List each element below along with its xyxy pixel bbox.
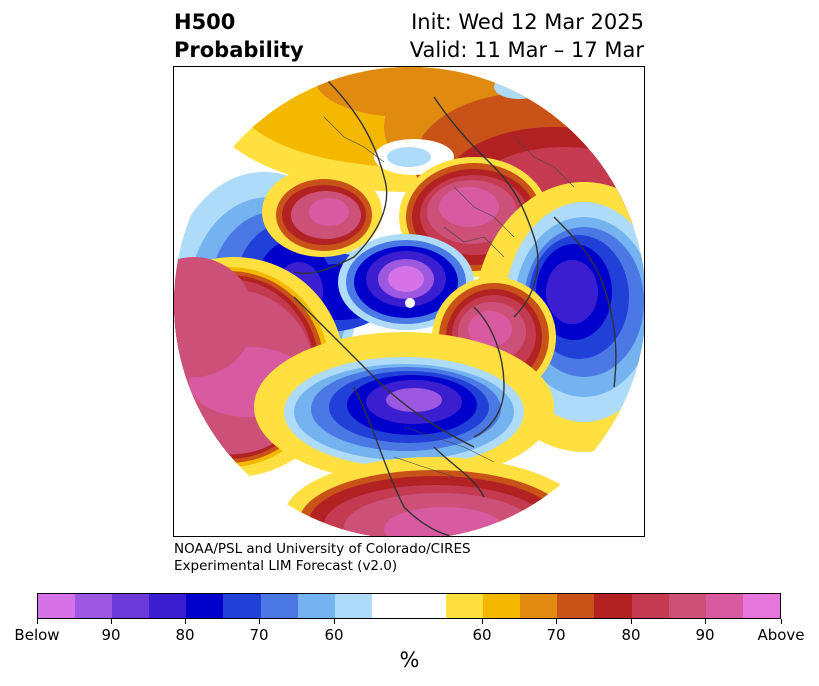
colorbar-segment [483, 594, 521, 618]
colorbar-segment [38, 594, 76, 618]
colorbar-tick-label: 80 [175, 626, 195, 644]
positive-anomaly-siberia [262, 167, 382, 257]
colorbar-tick-label: 60 [324, 626, 344, 644]
colorbar-tick-mark [482, 619, 483, 624]
valid-range: Valid: 11 Mar – 17 Mar [409, 38, 644, 62]
colorbar-segment [371, 594, 447, 618]
colorbar-tick-label: Below [14, 626, 60, 644]
probability-map [173, 66, 645, 537]
title-quantity: Probability [174, 38, 304, 62]
colorbar-tick-label: 90 [695, 626, 715, 644]
negative-anomaly-pole [338, 234, 474, 330]
credit-line-2: Experimental LIM Forecast (v2.0) [174, 558, 398, 574]
colorbar-tick-mark [781, 619, 782, 624]
colorbar-segment [186, 594, 224, 618]
coastlines [293, 76, 625, 536]
colorbar-tick-label: 80 [621, 626, 641, 644]
colorbar-segment [149, 594, 187, 618]
colorbar-segment [260, 594, 298, 618]
colorbar-tick-mark [111, 619, 112, 624]
colorbar-tick-label: 90 [101, 626, 121, 644]
colorbar-tick-label: Above [757, 626, 805, 644]
credit-text: NOAA/PSL and University of Colorado/CIRE… [174, 541, 471, 575]
colorbar-segment [112, 594, 150, 618]
map-svg [174, 67, 644, 536]
map-title: H500 Probability [174, 8, 304, 64]
colorbar-tick-mark [631, 619, 632, 624]
north-pole-marker [405, 298, 415, 308]
colorbar-tick-mark [259, 619, 260, 624]
colorbar-tick-mark [37, 619, 38, 624]
colorbar-segment [75, 594, 113, 618]
colorbar-unit: % [399, 648, 420, 672]
colorbar-segment [557, 594, 595, 618]
colorbar-segment [520, 594, 558, 618]
colorbar-tick-mark [334, 619, 335, 624]
forecast-dates: Init: Wed 12 Mar 2025 Valid: 11 Mar – 17… [410, 8, 644, 64]
negative-anomaly-north-america [254, 332, 554, 482]
colorbar-segment [594, 594, 632, 618]
negative-anomaly-northeast-small [494, 75, 544, 99]
colorbar-segment [446, 594, 484, 618]
positive-anomaly-south [284, 457, 584, 536]
colorbar-segment [742, 594, 780, 618]
colorbar-tick-label: 70 [546, 626, 566, 644]
credit-line-1: NOAA/PSL and University of Colorado/CIRE… [174, 541, 471, 557]
colorbar [37, 593, 781, 619]
colorbar-segment [668, 594, 706, 618]
colorbar-segment [297, 594, 335, 618]
colorbar-tick-mark [185, 619, 186, 624]
colorbar-segment [334, 594, 372, 618]
map-disc [174, 67, 644, 536]
country-borders [323, 116, 575, 478]
title-variable: H500 [174, 10, 236, 34]
init-date: Init: Wed 12 Mar 2025 [411, 10, 644, 34]
colorbar-segment [631, 594, 669, 618]
colorbar-tick-label: 60 [472, 626, 492, 644]
colorbar-tick-mark [705, 619, 706, 624]
colorbar-tick-label: 70 [249, 626, 269, 644]
negative-anomaly-arctic-small [387, 147, 431, 167]
colorbar-segment [223, 594, 261, 618]
colorbar-tick-mark [556, 619, 557, 624]
colorbar-segment [705, 594, 743, 618]
